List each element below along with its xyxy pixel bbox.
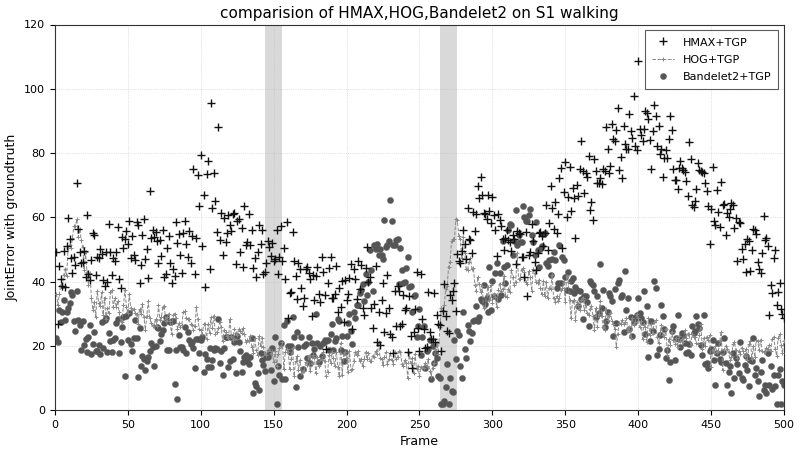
HMAX+TGP: [486, 220, 496, 226]
HMAX+TGP: [634, 58, 643, 64]
Bandelet2+TGP: [386, 197, 395, 203]
Bandelet2+TGP: [765, 382, 774, 388]
HMAX+TGP: [765, 312, 774, 317]
Y-axis label: JointError with groundtruth: JointError with groundtruth: [6, 134, 18, 301]
Bandelet2+TGP: [272, 401, 282, 406]
X-axis label: Frame: Frame: [400, 435, 439, 449]
HOG+TGP: [779, 338, 789, 343]
Line: HMAX+TGP: HMAX+TGP: [53, 57, 788, 372]
Bandelet2+TGP: [52, 336, 62, 341]
Bar: [265, 25, 282, 410]
HMAX+TGP: [52, 249, 62, 255]
Bandelet2+TGP: [651, 286, 661, 291]
Bandelet2+TGP: [400, 280, 410, 285]
HMAX+TGP: [779, 315, 789, 321]
Title: comparision of HMAX,HOG,Bandelet2 on S1 walking: comparision of HMAX,HOG,Bandelet2 on S1 …: [220, 5, 618, 20]
HMAX+TGP: [651, 114, 661, 119]
HOG+TGP: [446, 239, 456, 244]
HMAX+TGP: [446, 297, 456, 302]
HOG+TGP: [403, 375, 413, 380]
HMAX+TGP: [397, 321, 406, 327]
HMAX+TGP: [402, 306, 411, 311]
HMAX+TGP: [407, 365, 417, 371]
HOG+TGP: [402, 360, 411, 366]
Bar: [440, 25, 458, 410]
HOG+TGP: [651, 317, 661, 323]
Bandelet2+TGP: [779, 382, 789, 388]
Line: Bandelet2+TGP: Bandelet2+TGP: [54, 197, 787, 407]
HOG+TGP: [52, 291, 62, 296]
HOG+TGP: [397, 361, 406, 367]
Bandelet2+TGP: [405, 285, 414, 290]
Bandelet2+TGP: [448, 389, 458, 395]
HOG+TGP: [765, 342, 774, 347]
Bandelet2+TGP: [487, 279, 497, 284]
HOG+TGP: [487, 300, 497, 305]
HOG+TGP: [451, 216, 461, 222]
Legend: HMAX+TGP, HOG+TGP, Bandelet2+TGP: HMAX+TGP, HOG+TGP, Bandelet2+TGP: [646, 30, 778, 89]
Line: HOG+TGP: HOG+TGP: [54, 217, 786, 380]
